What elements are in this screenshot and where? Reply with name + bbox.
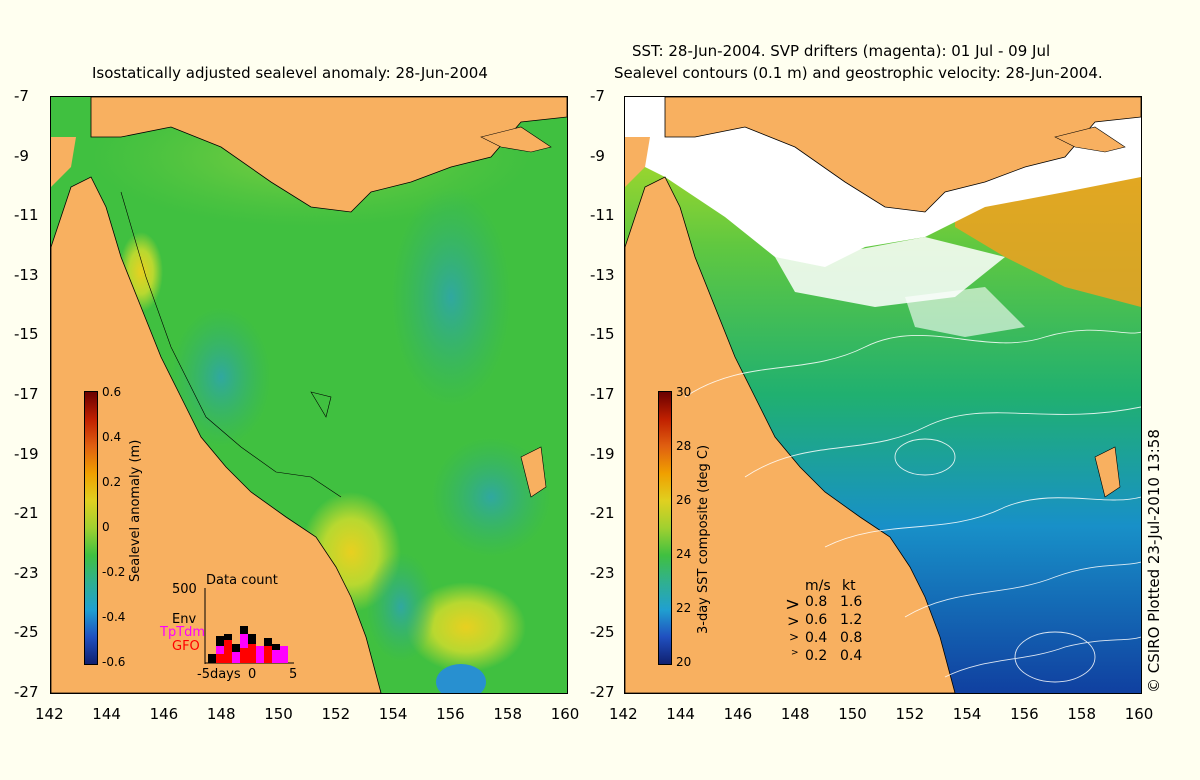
inset-series-tptdm: TpTdm [160, 625, 206, 640]
lat-tick-label: -25 [590, 623, 615, 642]
lon-tick-label: 152 [895, 705, 925, 723]
velocity-arrow-icon: > [789, 630, 800, 644]
inset-x-mid: 0 [248, 667, 257, 682]
colorbar-tick-label: -0.2 [102, 565, 126, 579]
velocity-arrow-icon: > [785, 594, 801, 615]
lat-tick-label: -27 [14, 683, 39, 701]
colorbar-tick-label: 0.2 [102, 475, 122, 489]
inset-x-right: 5 [289, 667, 298, 682]
lat-tick-label: -11 [590, 206, 615, 225]
velocity-kt-value: 0.8 [840, 630, 863, 646]
inset-series-env: Env [172, 612, 197, 627]
lon-tick-label: 156 [436, 705, 465, 723]
lat-tick-label: -13 [590, 265, 615, 284]
velocity-ms-value: 0.8 [805, 594, 828, 610]
lat-tick-label: -25 [14, 623, 39, 642]
lat-tick-label: -27 [590, 683, 615, 701]
lon-tick-label: 142 [35, 705, 64, 723]
lon-tick-label: 154 [952, 705, 982, 723]
lat-tick-label: -7 [14, 87, 29, 105]
sst-colorbar-label: 3-day SST composite (deg C) [696, 444, 711, 634]
lon-tick-label: 150 [838, 705, 867, 723]
copyright-credit: © CSIRO Plotted 23-Jul-2010 13:58 [1145, 429, 1163, 693]
sla-colorbar [84, 391, 98, 665]
lat-tick-label: -21 [14, 504, 39, 523]
velocity-kt-value: 0.4 [840, 648, 863, 664]
lat-tick-label: -17 [590, 385, 615, 403]
velocity-legend-header-kt: kt [842, 578, 856, 594]
lat-tick-label: -15 [590, 325, 615, 344]
colorbar-tick-label: 0 [102, 520, 110, 534]
sealevel-anomaly-map [50, 96, 568, 694]
lon-tick-label: 148 [206, 705, 236, 723]
velocity-ms-value: 0.6 [805, 612, 828, 628]
lat-tick-label: -9 [590, 146, 605, 165]
colorbar-tick-label: 0.4 [102, 430, 122, 444]
lat-tick-label: -23 [14, 563, 39, 582]
colorbar-tick-label: -0.6 [102, 655, 126, 669]
lat-tick-label: -19 [590, 444, 615, 463]
lon-tick-label: 146 [149, 705, 179, 723]
colorbar-tick-label: -0.4 [102, 610, 126, 624]
left-panel-title: Isostatically adjusted sealevel anomaly:… [92, 64, 488, 82]
inset-x-left: -5days [197, 667, 241, 682]
lat-tick-label: -7 [590, 87, 605, 105]
lon-tick-label: 148 [780, 705, 810, 723]
lat-tick-label: -13 [14, 265, 39, 284]
lon-tick-label: 142 [609, 705, 638, 723]
lat-tick-label: -21 [590, 504, 615, 523]
velocity-ms-value: 0.2 [805, 648, 828, 664]
lon-tick-label: 158 [1067, 705, 1097, 723]
inset-series-gfo: GFO [172, 639, 200, 654]
velocity-legend-header-ms: m/s [805, 578, 831, 594]
velocity-arrow-icon: > [791, 648, 799, 658]
inset-bar-chart [204, 588, 294, 664]
lat-tick-label: -17 [14, 385, 39, 403]
lon-tick-label: 158 [493, 705, 523, 723]
lat-tick-label: -19 [14, 444, 39, 463]
lat-tick-label: -9 [14, 146, 29, 165]
velocity-arrow-icon: > [787, 612, 800, 630]
colorbar-tick-label: 0.6 [102, 385, 122, 399]
velocity-ms-value: 0.4 [805, 630, 828, 646]
colorbar-tick-label: 26 [676, 493, 692, 507]
lon-tick-label: 160 [1124, 705, 1154, 723]
sst-map [624, 96, 1142, 694]
inset-y-tick: 500 [172, 582, 197, 597]
right-panel-title-line1: SST: 28-Jun-2004. SVP drifters (magenta)… [632, 42, 1051, 60]
lat-tick-label: -15 [14, 325, 39, 344]
sla-colorbar-label: Sealevel anomaly (m) [128, 439, 143, 582]
lon-tick-label: 152 [321, 705, 351, 723]
right-panel-title-line2: Sealevel contours (0.1 m) and geostrophi… [614, 64, 1103, 82]
inset-title: Data count [206, 573, 278, 588]
lon-tick-label: 150 [264, 705, 293, 723]
colorbar-tick-label: 30 [676, 385, 692, 399]
sst-colorbar [658, 391, 672, 665]
velocity-kt-value: 1.2 [840, 612, 863, 628]
lon-tick-label: 144 [666, 705, 695, 723]
lon-tick-label: 160 [550, 705, 580, 723]
colorbar-tick-label: 28 [676, 439, 692, 453]
lon-tick-label: 146 [723, 705, 753, 723]
lon-tick-label: 144 [92, 705, 121, 723]
lat-tick-label: -11 [14, 206, 39, 225]
lon-tick-label: 154 [378, 705, 408, 723]
lon-tick-label: 156 [1010, 705, 1039, 723]
colorbar-tick-label: 24 [676, 547, 692, 561]
velocity-kt-value: 1.6 [840, 594, 863, 610]
colorbar-tick-label: 20 [676, 655, 692, 669]
lat-tick-label: -23 [590, 563, 615, 582]
colorbar-tick-label: 22 [676, 601, 692, 615]
